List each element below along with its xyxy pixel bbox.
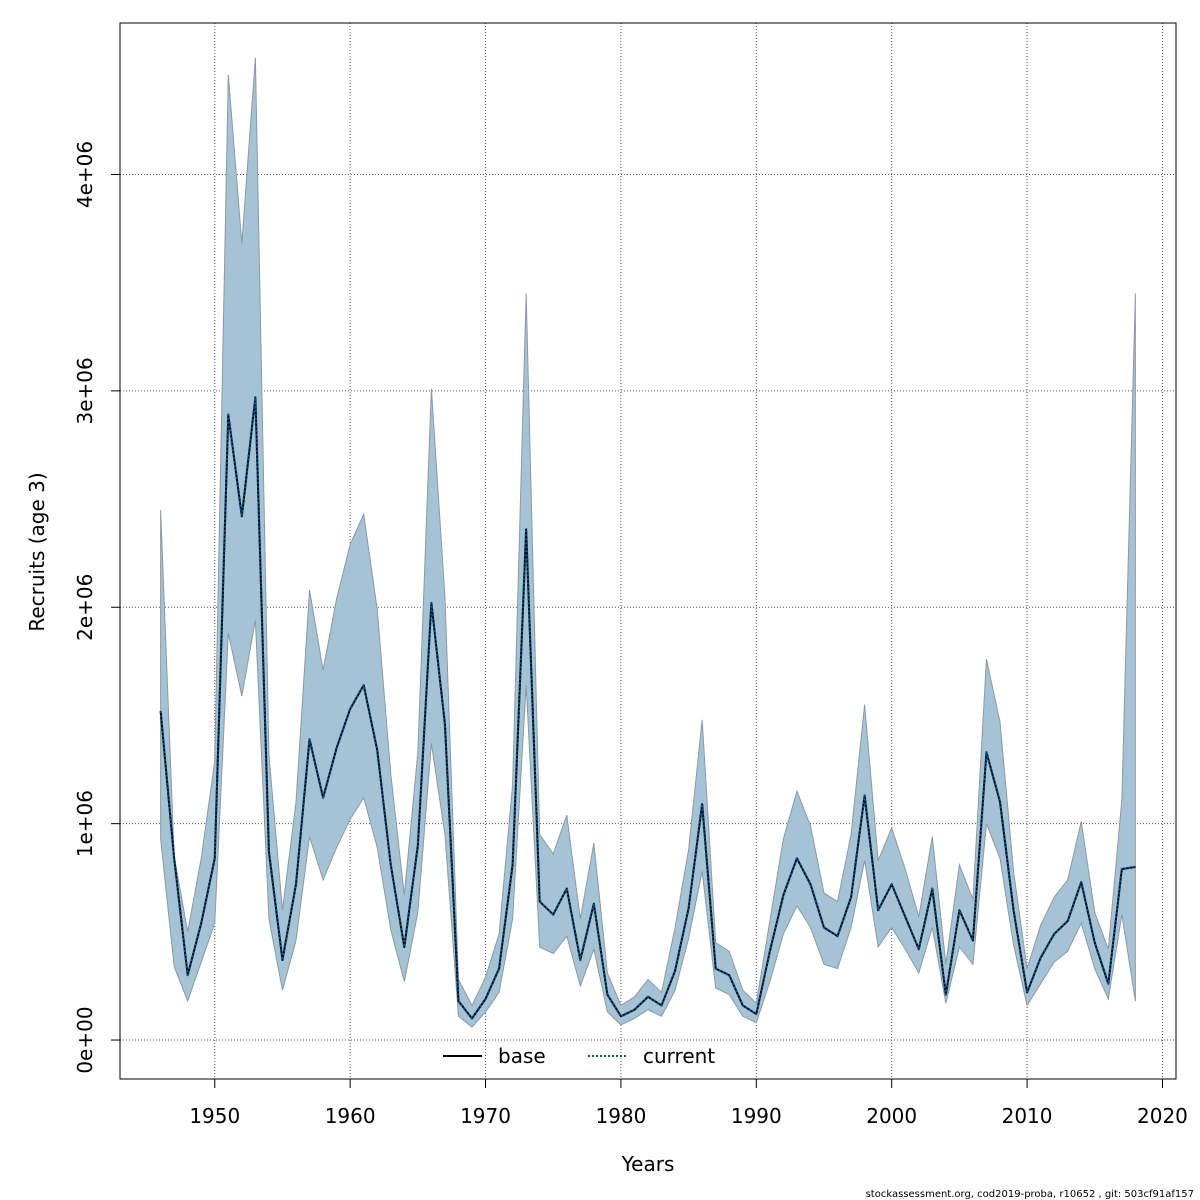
x-tick-label-1950: 1950 xyxy=(189,1104,240,1128)
x-axis-title: Years xyxy=(621,1152,675,1176)
series-line-current xyxy=(159,396,1136,1020)
y-axis: 0e+00 1e+06 2e+06 3e+06 4e+06 xyxy=(73,141,121,1074)
confidence-band xyxy=(160,57,1136,1028)
series-lines-layer xyxy=(159,396,1136,1020)
x-tick-label-1990: 1990 xyxy=(731,1104,782,1128)
legend: base current xyxy=(443,1044,715,1068)
y-tick-label-0e+00: 0e+00 xyxy=(73,1006,97,1073)
x-tick-label-2000: 2000 xyxy=(866,1104,917,1128)
y-axis-title: Recruits (age 3) xyxy=(25,472,49,631)
x-tick-label-1980: 1980 xyxy=(595,1104,646,1128)
legend-base-label: base xyxy=(498,1044,546,1068)
y-tick-label-3e+06: 3e+06 xyxy=(73,357,97,424)
x-tick-label-2020: 2020 xyxy=(1137,1104,1188,1128)
grid-lines xyxy=(120,23,1176,1079)
footer-note: stockassessment.org, cod2019-proba, r106… xyxy=(866,1189,1194,1200)
x-tick-label-2010: 2010 xyxy=(1002,1104,1053,1128)
x-axis: 1950 1960 1970 1980 1990 2000 2010 2020 xyxy=(189,1078,1188,1128)
x-tick-label-1970: 1970 xyxy=(460,1104,511,1128)
confidence-band-layer xyxy=(160,57,1136,1028)
y-tick-label-2e+06: 2e+06 xyxy=(73,574,97,641)
x-tick-label-1960: 1960 xyxy=(325,1104,376,1128)
y-tick-label-1e+06: 1e+06 xyxy=(73,790,97,857)
legend-current-label: current xyxy=(643,1044,715,1068)
y-tick-label-4e+06: 4e+06 xyxy=(73,141,97,208)
